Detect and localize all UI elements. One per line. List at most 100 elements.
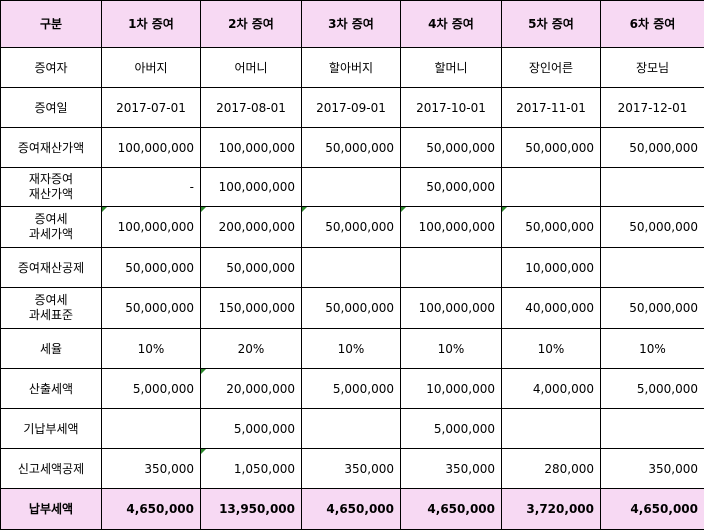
row-label[interactable]: 증여재산가액 <box>1 128 102 168</box>
table-cell[interactable]: 5,000,000 <box>302 369 401 409</box>
table-cell[interactable]: 장모님 <box>601 48 704 88</box>
row-label[interactable]: 신고세액공제 <box>1 449 102 489</box>
table-cell[interactable] <box>302 248 401 288</box>
row-label[interactable]: 증여재산공제 <box>1 248 102 288</box>
comment-marker-icon[interactable] <box>102 207 107 212</box>
header-cell-category[interactable]: 구분 <box>1 1 102 48</box>
table-cell[interactable]: 20,000,000 <box>201 369 302 409</box>
table-cell[interactable] <box>302 168 401 207</box>
table-cell[interactable]: 100,000,000 <box>201 128 302 168</box>
table-cell[interactable]: 5,000,000 <box>601 369 704 409</box>
comment-marker-icon[interactable] <box>201 369 206 374</box>
table-cell[interactable]: 아버지 <box>102 48 201 88</box>
table-cell[interactable]: 280,000 <box>502 449 601 489</box>
table-cell[interactable]: 150,000,000 <box>201 288 302 329</box>
table-cell[interactable]: 할아버지 <box>302 48 401 88</box>
table-row-filing-tax-credit: 신고세액공제 350,000 1,050,000 350,000 350,000… <box>1 449 704 489</box>
table-cell[interactable]: 3,720,000 <box>502 489 601 530</box>
row-label[interactable]: 산출세액 <box>1 369 102 409</box>
table-cell[interactable]: 50,000,000 <box>302 207 401 248</box>
comment-marker-icon[interactable] <box>502 207 507 212</box>
table-cell[interactable]: 10% <box>102 329 201 369</box>
header-cell-gift-3[interactable]: 3차 증여 <box>302 1 401 48</box>
table-cell[interactable]: 어머니 <box>201 48 302 88</box>
table-cell[interactable]: 2017-09-01 <box>302 88 401 128</box>
table-cell[interactable]: 5,000,000 <box>201 409 302 449</box>
table-cell[interactable] <box>102 409 201 449</box>
table-cell[interactable]: 350,000 <box>401 449 502 489</box>
table-cell[interactable]: 5,000,000 <box>102 369 201 409</box>
table-cell[interactable]: 10,000,000 <box>401 369 502 409</box>
table-cell[interactable]: 2017-07-01 <box>102 88 201 128</box>
table-cell[interactable]: 할머니 <box>401 48 502 88</box>
table-cell[interactable]: 10% <box>502 329 601 369</box>
table-cell[interactable]: 50,000,000 <box>601 128 704 168</box>
table-cell[interactable]: 50,000,000 <box>601 207 704 248</box>
table-cell[interactable]: 10,000,000 <box>502 248 601 288</box>
table-cell[interactable]: 50,000,000 <box>102 248 201 288</box>
table-cell[interactable]: 10% <box>302 329 401 369</box>
row-label[interactable]: 기납부세액 <box>1 409 102 449</box>
table-cell[interactable]: 10% <box>601 329 704 369</box>
table-cell[interactable]: 50,000,000 <box>401 168 502 207</box>
table-cell[interactable]: 50,000,000 <box>201 248 302 288</box>
table-cell[interactable]: 10% <box>401 329 502 369</box>
table-cell[interactable]: 13,950,000 <box>201 489 302 530</box>
table-cell[interactable]: 4,650,000 <box>302 489 401 530</box>
table-cell[interactable]: 5,000,000 <box>401 409 502 449</box>
header-cell-gift-2[interactable]: 2차 증여 <box>201 1 302 48</box>
table-cell[interactable]: 4,650,000 <box>401 489 502 530</box>
table-cell[interactable] <box>601 168 704 207</box>
table-cell[interactable]: 2017-10-01 <box>401 88 502 128</box>
table-cell[interactable]: 350,000 <box>302 449 401 489</box>
table-cell[interactable]: 50,000,000 <box>302 128 401 168</box>
table-cell[interactable] <box>502 168 601 207</box>
row-label[interactable]: 납부세액 <box>1 489 102 530</box>
header-cell-gift-5[interactable]: 5차 증여 <box>502 1 601 48</box>
table-cell[interactable]: 100,000,000 <box>102 128 201 168</box>
table-cell[interactable]: 50,000,000 <box>302 288 401 329</box>
table-cell[interactable]: 50,000,000 <box>601 288 704 329</box>
table-cell[interactable]: 50,000,000 <box>502 128 601 168</box>
table-cell[interactable]: 2017-11-01 <box>502 88 601 128</box>
table-cell[interactable]: 20% <box>201 329 302 369</box>
table-cell[interactable]: 100,000,000 <box>401 288 502 329</box>
header-cell-gift-6[interactable]: 6차 증여 <box>601 1 704 48</box>
table-cell[interactable] <box>302 409 401 449</box>
header-cell-gift-1[interactable]: 1차 증여 <box>102 1 201 48</box>
table-cell[interactable]: 350,000 <box>601 449 704 489</box>
row-label[interactable]: 세율 <box>1 329 102 369</box>
table-cell[interactable]: 100,000,000 <box>102 207 201 248</box>
table-cell[interactable]: 50,000,000 <box>502 207 601 248</box>
table-cell[interactable]: 1,050,000 <box>201 449 302 489</box>
table-cell[interactable]: 50,000,000 <box>401 128 502 168</box>
cell-value: 50,000,000 <box>525 220 594 234</box>
comment-marker-icon[interactable] <box>401 207 406 212</box>
header-cell-gift-4[interactable]: 4차 증여 <box>401 1 502 48</box>
table-cell[interactable] <box>601 248 704 288</box>
comment-marker-icon[interactable] <box>302 207 307 212</box>
table-cell[interactable]: 4,650,000 <box>102 489 201 530</box>
table-cell[interactable]: 50,000,000 <box>102 288 201 329</box>
table-cell[interactable]: - <box>102 168 201 207</box>
table-cell[interactable] <box>601 409 704 449</box>
table-cell[interactable]: 40,000,000 <box>502 288 601 329</box>
row-label[interactable]: 증여자 <box>1 48 102 88</box>
table-cell[interactable] <box>401 248 502 288</box>
table-cell[interactable]: 350,000 <box>102 449 201 489</box>
row-label[interactable]: 증여일 <box>1 88 102 128</box>
comment-marker-icon[interactable] <box>201 449 206 454</box>
table-cell[interactable]: 2017-12-01 <box>601 88 704 128</box>
table-cell[interactable]: 200,000,000 <box>201 207 302 248</box>
table-cell[interactable]: 장인어른 <box>502 48 601 88</box>
table-cell[interactable]: 4,000,000 <box>502 369 601 409</box>
table-cell[interactable]: 2017-08-01 <box>201 88 302 128</box>
comment-marker-icon[interactable] <box>201 207 206 212</box>
table-cell[interactable]: 4,650,000 <box>601 489 704 530</box>
table-cell[interactable] <box>502 409 601 449</box>
table-cell[interactable]: 100,000,000 <box>401 207 502 248</box>
table-cell[interactable]: 100,000,000 <box>201 168 302 207</box>
